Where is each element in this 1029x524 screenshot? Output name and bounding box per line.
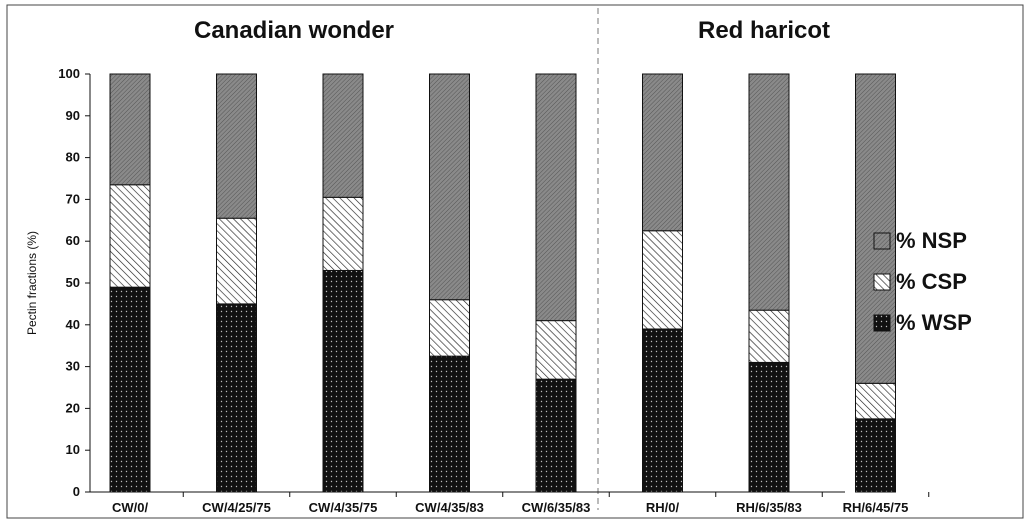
bar-segment-csp-1: [109, 184, 151, 288]
legend-label: % CSP: [896, 269, 967, 294]
x-tick-label: CW/4/35/83: [415, 500, 484, 515]
y-tick-label: 70: [66, 191, 80, 206]
bars: [109, 73, 896, 493]
bar-segment-wsp-4: [429, 355, 470, 493]
bar-segment-csp-2: [216, 217, 257, 305]
bar-segment-wsp-2: [216, 303, 257, 493]
y-tick-label: 80: [66, 150, 80, 165]
x-tick-label: CW/4/25/75: [202, 500, 271, 515]
y-tick-label: 50: [66, 275, 80, 290]
y-axis-label: Pectin fractions (%): [25, 231, 39, 335]
bar-segment-wsp-7: [748, 361, 790, 493]
chart-frame: [6, 4, 1024, 519]
bar-segment-csp-5: [535, 320, 577, 380]
bar-segment-nsp-1: [109, 73, 151, 186]
y-tick-label: 0: [73, 484, 80, 499]
bar-segment-csp-6: [642, 230, 683, 330]
y-ticks: 0 10 20 30 40 50 60 70 80 90 100: [58, 66, 90, 499]
bar-segment-wsp-3: [322, 269, 364, 493]
x-tick-label: CW/6/35/83: [522, 500, 591, 515]
legend-swatch: [873, 273, 891, 291]
y-tick-label: 30: [66, 359, 80, 374]
y-tick-label: 40: [66, 317, 80, 332]
bar-segment-nsp-4: [429, 73, 470, 301]
x-tick-label: RH/6/45/75: [843, 500, 909, 515]
bar-segment-csp-4: [429, 299, 470, 357]
bar-segment-nsp-6: [642, 73, 683, 232]
legend-label: % WSP: [896, 310, 972, 335]
group-title-red-haricot: Red haricot: [698, 17, 830, 44]
bar-segment-wsp-8: [855, 418, 896, 493]
bar-segment-nsp-8: [855, 73, 896, 384]
bar-segment-csp-3: [322, 196, 364, 271]
bar-segment-nsp-2: [216, 73, 257, 219]
group-title-canadian-wonder: Canadian wonder: [194, 17, 394, 44]
x-labels: CW/0/CW/4/25/75 CW/4/35/75 CW/4/35/83 CW/6/…: [112, 492, 930, 515]
legend-swatch: [873, 314, 891, 332]
y-tick-label: 10: [66, 442, 80, 457]
legend-swatch: [873, 232, 891, 250]
y-tick-label: 90: [66, 108, 80, 123]
y-tick-label: 20: [66, 400, 80, 415]
x-tick-label: CW/4/35/75: [309, 500, 378, 515]
bar-segment-wsp-1: [109, 286, 151, 493]
y-tick-label: 60: [66, 233, 80, 248]
bar-segment-nsp-5: [535, 73, 577, 322]
legend-label: % NSP: [896, 228, 967, 253]
bar-segment-wsp-5: [535, 378, 577, 493]
bar-segment-csp-8: [855, 382, 896, 420]
bar-segment-csp-7: [748, 309, 790, 363]
x-tick-label: CW/0/: [112, 500, 149, 515]
bar-segment-wsp-6: [642, 328, 683, 493]
bar-segment-nsp-7: [748, 73, 790, 311]
bar-segment-nsp-3: [322, 73, 364, 198]
legend: % NSP % CSP % WSP: [873, 228, 972, 335]
x-tick-label: RH/0/: [646, 500, 680, 515]
y-tick-label: 100: [58, 66, 80, 81]
x-tick-label: RH/6/35/83: [736, 500, 802, 515]
